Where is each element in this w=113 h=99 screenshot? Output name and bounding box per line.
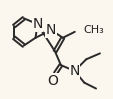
Text: N: N bbox=[46, 23, 56, 37]
Text: CH₃: CH₃ bbox=[83, 25, 103, 35]
Text: O: O bbox=[47, 74, 58, 88]
Text: N: N bbox=[69, 64, 79, 78]
Text: N: N bbox=[32, 17, 42, 31]
